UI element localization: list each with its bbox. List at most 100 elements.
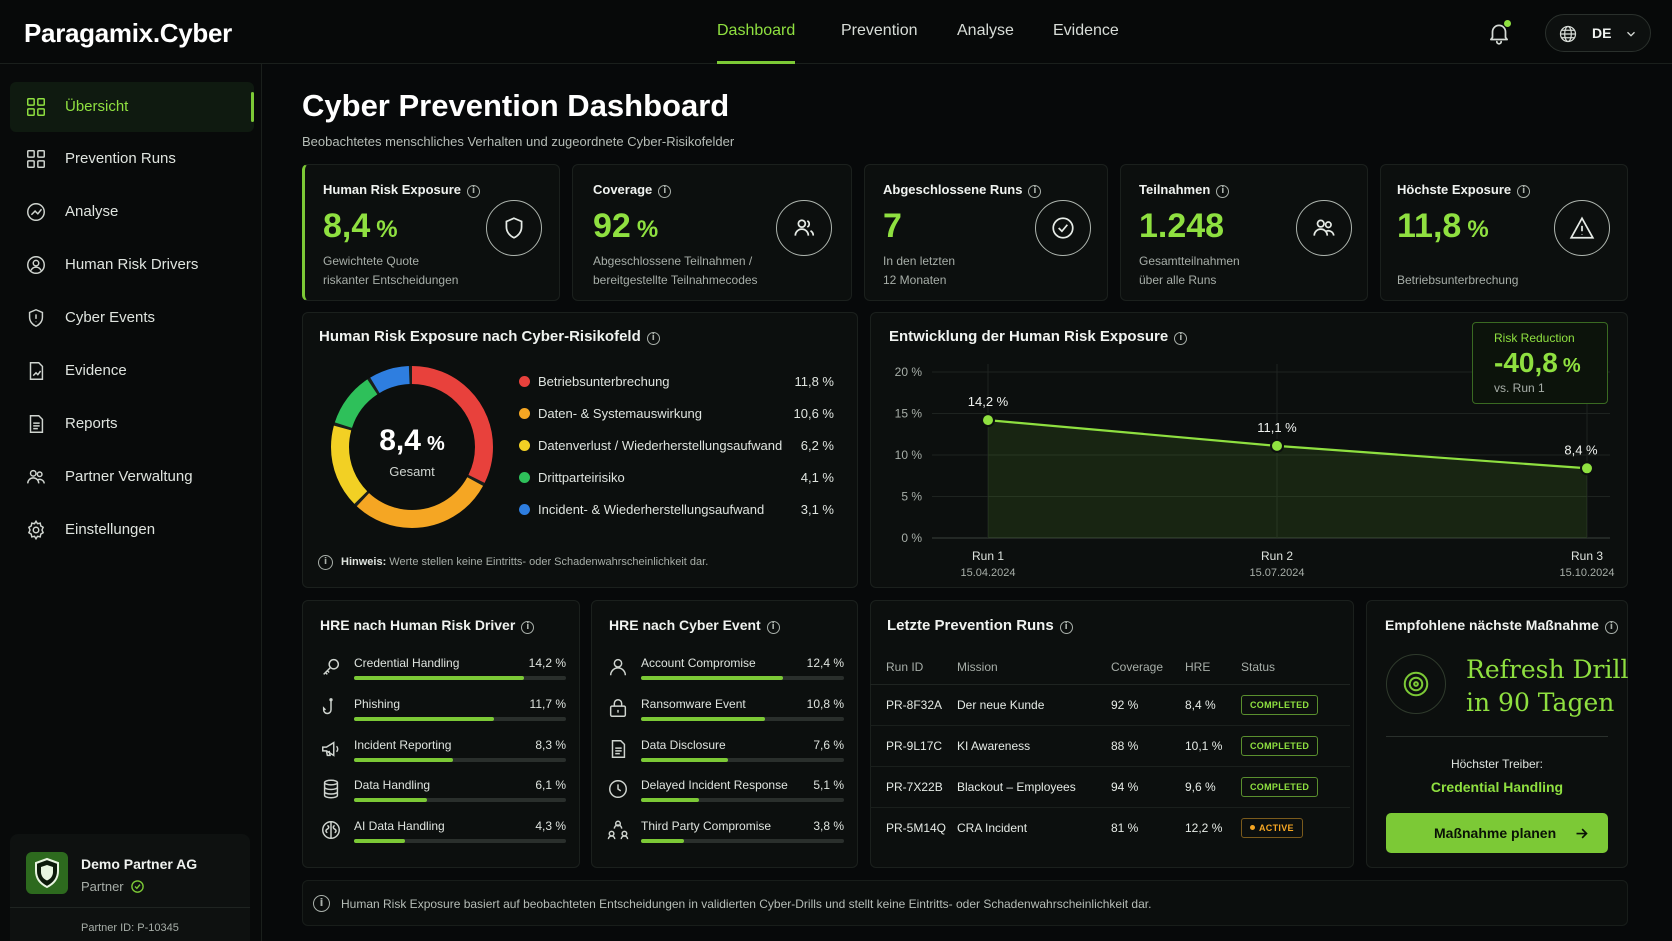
driver-row[interactable]: AI Data Handling 4,3 % [320, 815, 566, 851]
brand-logo[interactable]: Paragamix.Cyber [24, 18, 232, 48]
info-icon[interactable]: i [1174, 332, 1188, 345]
driver-label: Höchster Treiber: [1450, 757, 1544, 771]
run-coverage: 94 % [1111, 766, 1185, 808]
legend-item: Datenverlust / Wiederherstellungsaufwand… [516, 436, 834, 456]
kpi-card-teilnahmen[interactable]: Teilnahmen i 1.248 Gesamtteilnahmen über a… [1120, 164, 1368, 301]
driver-row[interactable]: Credential Handling 14,2 % [320, 652, 566, 688]
run-hre: 8,4 % [1185, 684, 1241, 726]
info-icon[interactable]: i [1517, 185, 1531, 198]
event-row[interactable]: Ransomware Event 10,8 % [607, 693, 844, 729]
page-title: Cyber Prevention Dashboard [302, 88, 730, 123]
driver-bar [354, 676, 524, 680]
tab-analyse[interactable]: Analyse [957, 22, 1014, 39]
info-icon[interactable]: i [766, 621, 780, 634]
data-point [1580, 461, 1594, 476]
column-header: Run ID [870, 650, 957, 685]
runs-table: Run ID Mission Coverage HRE Status PR-8F… [870, 650, 1350, 848]
driver-bar [354, 798, 427, 802]
plan-measure-button[interactable]: Maßnahme planen [1386, 813, 1608, 853]
x-tick-date: 15.07.2024 [1249, 567, 1304, 579]
grid-icon [27, 150, 45, 168]
language-selector[interactable]: DE [1545, 14, 1651, 52]
kpi-value: 11,8% [1397, 207, 1489, 245]
event-row[interactable]: Data Disclosure 7,6 % [607, 734, 844, 770]
sidebar-item-partner-verwaltung[interactable]: Partner Verwaltung [10, 452, 254, 502]
info-icon[interactable]: i [1059, 621, 1073, 634]
kpi-card-abgeschlossene-runs[interactable]: Abgeschlossene Runs i 7 In den letzten 12 … [864, 164, 1108, 301]
sidebar-item-label: Reports [65, 415, 118, 432]
sidebar-item-prevention-runs[interactable]: Prevention Runs [10, 134, 254, 184]
key-icon [323, 658, 340, 675]
donut-segment-1 [331, 366, 493, 528]
risk-reduction-label: Risk Reduction [1494, 331, 1575, 345]
info-icon[interactable]: i [313, 895, 330, 912]
risk-reduction-sub: vs. Run 1 [1494, 381, 1545, 395]
sidebar-item-evidence[interactable]: Evidence [10, 346, 254, 396]
kpi-description: Gewichtete Quote riskanter Entscheidungen [323, 254, 459, 287]
partner-shield-logo [26, 852, 68, 894]
run-mission: Der neue Kunde [957, 684, 1111, 726]
users-icon [1296, 200, 1352, 256]
info-icon[interactable]: i [1216, 185, 1230, 198]
run-coverage: 88 % [1111, 725, 1185, 767]
tab-evidence[interactable]: Evidence [1053, 22, 1119, 39]
table-row[interactable]: PR-5M14Q CRA Incident 81 % 12,2 % ACTIVE [870, 807, 1350, 848]
kpi-card-hoechste-exposure[interactable]: Höchste Exposure i 11,8% Betriebsunterbre… [1380, 164, 1628, 301]
kpi-card-coverage[interactable]: Coverage i 92% Abgeschlossene Teilnahmen … [572, 164, 852, 301]
event-row[interactable]: Delayed Incident Response 5,1 % [607, 774, 844, 810]
table-row[interactable]: PR-7X22B Blackout – Employees 94 % 9,6 %… [870, 766, 1350, 808]
sidebar-item-label: Einstellungen [65, 521, 156, 538]
event-row[interactable]: Account Compromise 12,4 % [607, 652, 844, 688]
driver-bar [354, 717, 494, 721]
kpi-title: Human Risk Exposure i [323, 182, 480, 198]
shield-icon [486, 200, 542, 256]
driver-bar [354, 758, 454, 762]
shield-alert-icon [28, 308, 44, 328]
document-icon [611, 740, 626, 758]
driver-row[interactable]: Phishing 11,7 % [320, 693, 566, 729]
chart-circle-icon [27, 203, 45, 221]
kpi-value: 8,4% [323, 207, 398, 245]
sidebar-item-einstellungen[interactable]: Einstellungen [10, 505, 254, 555]
legend-dot-orange [519, 408, 530, 419]
tab-prevention[interactable]: Prevention [841, 22, 918, 39]
sidebar-item-analyse[interactable]: Analyse [10, 187, 254, 237]
table-row[interactable]: PR-8F32A Der neue Kunde 92 % 8,4 % COMPL… [870, 684, 1350, 726]
x-tick-label: Run 1 [972, 549, 1004, 563]
table-row[interactable]: PR-9L17C KI Awareness 88 % 10,1 % COMPLE… [870, 725, 1350, 767]
info-icon[interactable]: i [658, 185, 672, 198]
info-icon[interactable]: i [1028, 185, 1042, 198]
legend-dot-blue [519, 504, 530, 515]
sidebar-item-cyber-events[interactable]: Cyber Events [10, 293, 254, 343]
sidebar-item-uebersicht[interactable]: Übersicht [10, 82, 254, 132]
sidebar-item-label: Partner Verwaltung [65, 468, 193, 485]
info-icon[interactable]: i [521, 621, 535, 634]
donut-segment-3 [331, 366, 493, 528]
info-icon[interactable]: i [646, 332, 660, 345]
run-id: PR-7X22B [870, 766, 957, 808]
info-icon[interactable]: i [467, 185, 480, 198]
arrow-right-icon [1576, 828, 1588, 839]
sidebar-item-human-risk-drivers[interactable]: Human Risk Drivers [10, 240, 254, 290]
partner-card[interactable]: Demo Partner AG Partner Partner ID: P-10… [10, 834, 250, 941]
run-hre: 9,6 % [1185, 766, 1241, 808]
megaphone-icon [322, 741, 339, 757]
sidebar-item-reports[interactable]: Reports [10, 399, 254, 449]
kpi-card-human-risk-exposure[interactable]: Human Risk Exposure i 8,4% Gewichtete Quo… [302, 164, 560, 301]
bell-icon[interactable] [1486, 20, 1512, 46]
partner-name: Demo Partner AG [81, 856, 198, 872]
panel-title: HRE nach Cyber Event i [609, 617, 780, 634]
column-header: HRE [1185, 650, 1241, 685]
drivers-panel [302, 600, 580, 868]
event-row[interactable]: Third Party Compromise 3,8 % [607, 815, 844, 851]
event-bar [641, 717, 765, 721]
driver-row[interactable]: Incident Reporting 8,3 % [320, 734, 566, 770]
sidebar-item-label: Übersicht [65, 98, 129, 115]
tab-dashboard[interactable]: Dashboard [717, 22, 796, 64]
status-badge: COMPLETED [1241, 776, 1319, 797]
gear-icon [27, 519, 45, 541]
sidebar: Übersicht Prevention Runs Analyse Human … [0, 64, 262, 941]
driver-row[interactable]: Data Handling 6,1 % [320, 774, 566, 810]
info-icon[interactable]: i [1604, 621, 1618, 634]
info-icon[interactable]: i [318, 555, 333, 570]
